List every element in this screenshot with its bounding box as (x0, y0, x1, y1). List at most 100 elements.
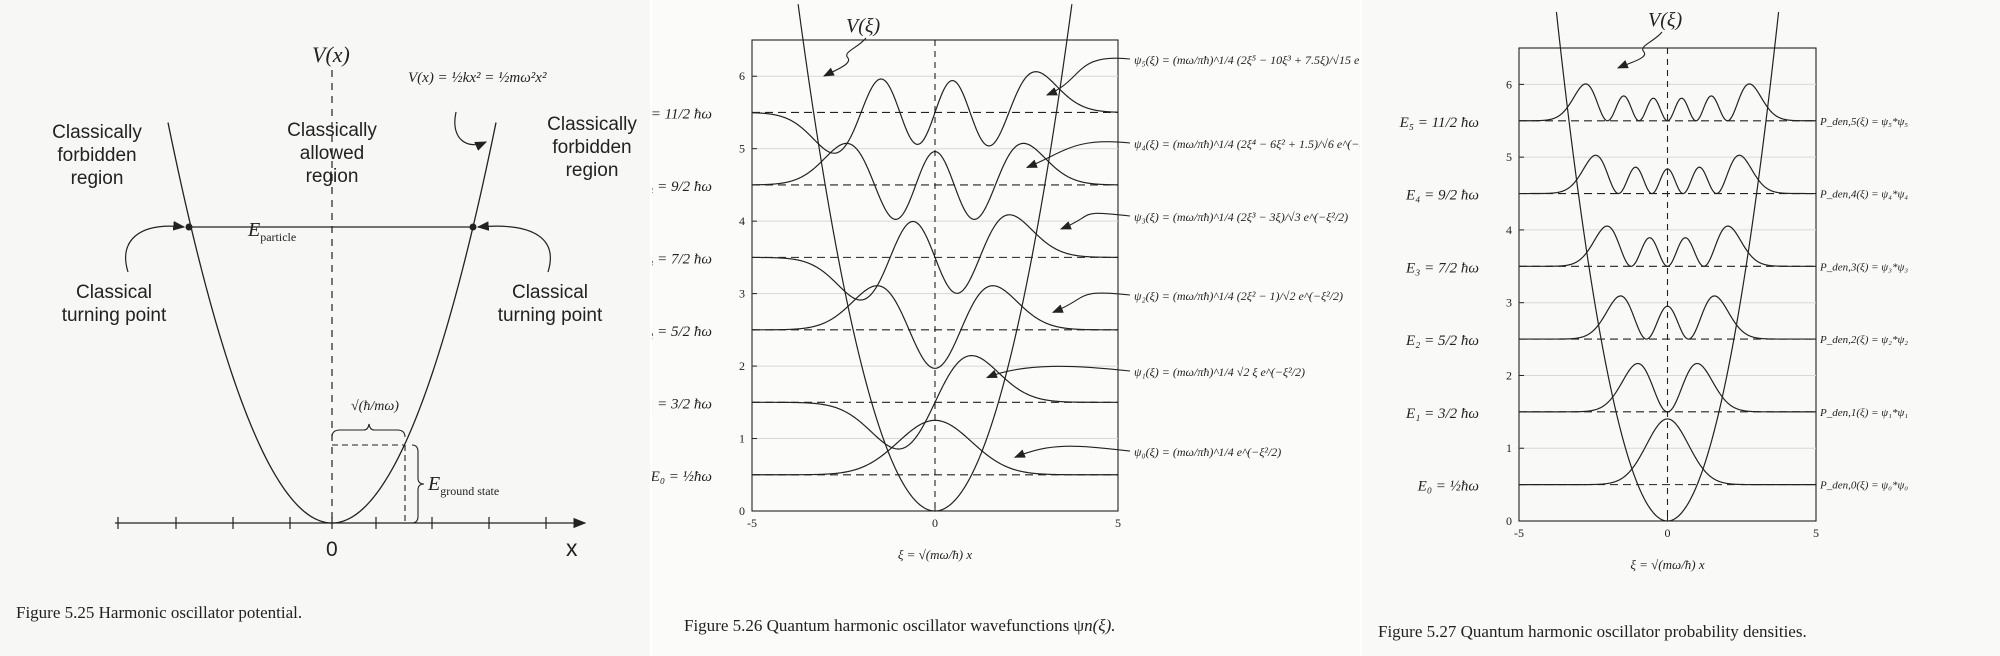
equation-arrow (454, 111, 488, 151)
width-brace (331, 423, 406, 438)
wavefunction-label-5: ψ₅(ξ) = (mω/πħ)^1/4 (2ξ⁵ − 10ξ³ + 7.5ξ)/… (1134, 53, 1360, 67)
x-tick-label: -5 (747, 516, 757, 530)
density-label-0: P_den,0(ξ) = ψ₀*ψ₀ (1819, 480, 1908, 492)
potential-label: V(ξ) (1648, 9, 1682, 31)
ground-brace (411, 444, 425, 524)
energy-label-5: E₅ = 11/2 ħω (652, 106, 712, 122)
density-curve-5 (1519, 83, 1816, 122)
potential-curve (167, 122, 497, 524)
harmonic-potential-diagram: V(x) V(x) = ½kx² = ½mω²x² Classically for… (52, 42, 637, 561)
wavefunction-label-0: ψ₀(ξ) = (mω/πħ)^1/4 e^(−ξ²/2) (1134, 445, 1281, 459)
label-arrow (1025, 141, 1131, 168)
y-tick-label: 6 (739, 69, 745, 83)
x-tick-label: 0 (932, 516, 938, 530)
wavefunction-curve-4 (751, 142, 1119, 220)
x-axis-label: ξ = √(mω/ħ) x (898, 547, 973, 562)
x-tick-label: 0 (1665, 526, 1671, 540)
left-region-label: Classically forbidden region (52, 122, 142, 189)
x-axis-label: ξ = √(mω/ħ) x (1630, 557, 1705, 572)
wavefunction-curve-2 (752, 285, 1118, 369)
energy-label-2: E₂ = 5/2 ħω (1405, 333, 1479, 349)
origin-label: 0 (326, 538, 338, 561)
figure-5-25-caption: Figure 5.25 Harmonic oscillator potentia… (16, 603, 303, 622)
width-label: √(ħ/mω) (351, 399, 399, 414)
turning-point-left-label: Classical turning point (62, 282, 167, 326)
density-label-1: P_den,1(ξ) = ψ₁*ψ₁ (1819, 407, 1908, 419)
turning-arrow-right (476, 221, 551, 273)
energy-label-2: E₂ = 5/2 ħω (652, 324, 712, 340)
potential-curve (1667, 12, 1780, 522)
caption-main: Figure 5.26 Quantum harmonic oscillator … (684, 616, 1085, 635)
label-arrow (1045, 57, 1131, 96)
density-label-5: P_den,5(ξ) = ψ₅*ψ₅ (1819, 116, 1908, 128)
y-tick-label: 2 (739, 359, 745, 373)
potential-label: V(ξ) (846, 15, 880, 37)
density-label-2: P_den,2(ξ) = ψ₂*ψ₂ (1819, 334, 1908, 346)
caption-tail: n(ξ). (1084, 616, 1116, 635)
potential-label-arrow (1616, 31, 1663, 69)
y-tick-label: 0 (739, 504, 745, 518)
x-axis-label: x (566, 535, 578, 561)
turning-arrow-left (125, 221, 186, 273)
y-tick-label: 0 (1506, 514, 1512, 528)
density-curve-1 (1519, 362, 1816, 413)
energy-label-3: E₃ = 7/2 ħω (1405, 260, 1479, 276)
wavefunction-label-3: ψ₃(ξ) = (mω/πħ)^1/4 (2ξ³ − 3ξ)/√3 e^(−ξ²… (1134, 210, 1348, 224)
x-tick-label: 5 (1115, 516, 1121, 530)
potential-equation: V(x) = ½kx² = ½mω²x² (408, 70, 547, 86)
density-curve-2 (1519, 295, 1816, 340)
y-tick-label: 1 (1506, 441, 1512, 455)
figure-5-26-caption: Figure 5.26 Quantum harmonic oscillator … (684, 616, 1116, 636)
figure-5-25-panel: V(x) V(x) = ½kx² = ½mω²x² Classically for… (0, 0, 650, 656)
y-tick-label: 5 (739, 142, 745, 156)
potential-curve (1555, 12, 1668, 522)
y-tick-label: 2 (1506, 368, 1512, 382)
potential-curve (934, 4, 1073, 512)
density-curve-4 (1519, 154, 1816, 195)
energy-label-5: E₅ = 11/2 ħω (1399, 115, 1479, 131)
x-tick-label: -5 (1514, 526, 1524, 540)
wavefunction-curve-0 (752, 419, 1118, 476)
x-tick-label: 5 (1813, 526, 1819, 540)
turning-point-left (185, 223, 193, 231)
energy-label-3: E₃ = 7/2 ħω (652, 251, 712, 267)
wavefunction-curve-3 (752, 214, 1119, 301)
figure-5-27-caption: Figure 5.27 Quantum harmonic oscillator … (1378, 622, 1807, 641)
y-tick-label: 4 (1506, 223, 1512, 237)
energy-label-1: E₁ = 3/2 ħω (652, 396, 712, 412)
density-label-4: P_den,4(ξ) = ψ₄*ψ₄ (1819, 189, 1908, 201)
energy-label-0: E₀ = ½ħω (652, 469, 712, 485)
label-arrow (1051, 292, 1131, 313)
potential-curve (797, 4, 936, 512)
ground-energy-label: Eground state (427, 473, 499, 498)
density-curve-3 (1519, 225, 1816, 267)
y-tick-label: 3 (739, 287, 745, 301)
y-tick-label: 6 (1506, 77, 1512, 91)
wavefunction-label-4: ψ₄(ξ) = (mω/πħ)^1/4 (2ξ⁴ − 6ξ² + 1.5)/√6… (1134, 137, 1360, 151)
y-tick-label: 4 (739, 214, 745, 228)
wavefunction-curve-5 (751, 71, 1119, 154)
wavefunction-curve-1 (752, 355, 1118, 450)
particle-energy-label: Eparticle (247, 219, 296, 244)
energy-label-0: E₀ = ½ħω (1417, 479, 1479, 495)
label-arrow (985, 365, 1131, 379)
center-region-label: Classically allowed region (287, 120, 377, 187)
density-label-3: P_den,3(ξ) = ψ₃*ψ₃ (1819, 261, 1908, 273)
wavefunction-label-2: ψ₂(ξ) = (mω/πħ)^1/4 (2ξ² − 1)/√2 e^(−ξ²/… (1134, 289, 1343, 303)
right-region-label: Classically forbidden region (547, 114, 637, 181)
figure-5-26-panel: 0 1 2 3 4 5 6 -5 0 5 E₀ = ½ħω ψ₀(ξ) = (mω/πħ)^1/4 e… (652, 0, 1360, 656)
energy-label-4: E₄ = 9/2 ħω (1405, 188, 1479, 204)
turning-point-right-label: Classical turning point (498, 282, 603, 326)
label-arrow (1013, 445, 1131, 458)
figure-5-27-panel: 0 1 2 3 4 5 6 -5 0 5 E₀ = ½ħω P_den,0(ξ) = ψ₀*ψ₀ E₁ … (1362, 0, 2000, 656)
potential-label-arrow (823, 37, 867, 77)
label-arrow (1059, 212, 1131, 230)
density-curve-0 (1519, 418, 1816, 486)
energy-label-4: E₄ = 9/2 ħω (652, 179, 712, 195)
energy-label-1: E₁ = 3/2 ħω (1405, 406, 1479, 422)
wavefunction-label-1: ψ₁(ξ) = (mω/πħ)^1/4 √2 ξ e^(−ξ²/2) (1134, 365, 1305, 379)
y-tick-label: 1 (739, 432, 745, 446)
turning-point-right (469, 223, 477, 231)
